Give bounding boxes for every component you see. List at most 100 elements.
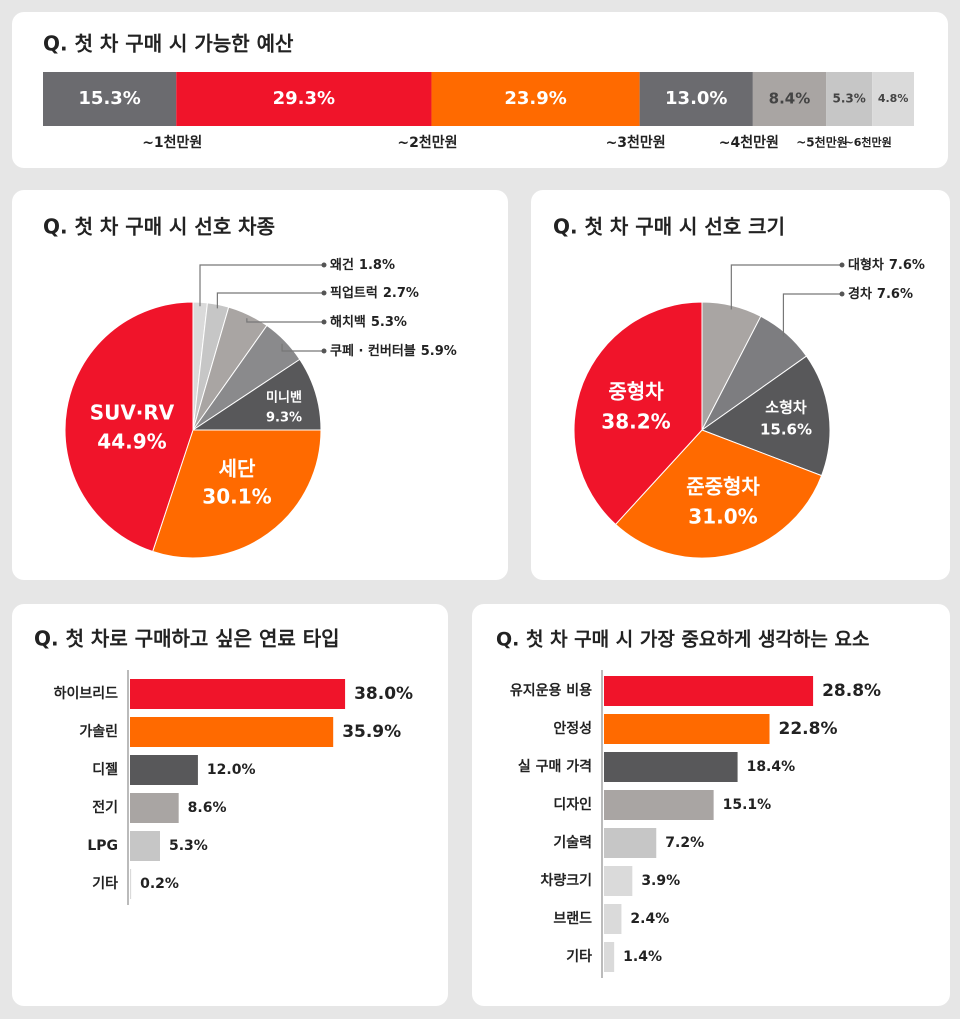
bar-segment (176, 72, 432, 126)
data-label: 13.0% (665, 88, 727, 109)
bar (604, 828, 657, 858)
category-label: 안정성 (553, 720, 592, 737)
slice-label: 대형차 7.6% (848, 257, 925, 273)
slice-label: 쿠페 · 컨버터블 5.9% (330, 343, 457, 359)
category-label: 실 구매 가격 (518, 758, 592, 775)
slice-value: 1.8% (359, 258, 395, 273)
slice-label: 왜건 1.8% (330, 257, 395, 273)
bar (604, 942, 615, 972)
slice-value: 7.6% (889, 258, 925, 273)
bar (604, 714, 770, 744)
category-label: ~3천만원 (606, 135, 666, 151)
chart-title: Q. 첫 차 구매 시 가장 중요하게 생각하는 요소 (496, 629, 869, 651)
category-label: ~6천만원 (845, 135, 892, 149)
data-label: 2.4% (630, 911, 669, 927)
data-label: 4.8% (878, 92, 909, 105)
slice-name: 쿠페 · 컨버터블 (330, 343, 416, 359)
category-label: ~4천만원 (719, 135, 779, 151)
callout-line (199, 264, 324, 307)
slice-name: 중형차 (608, 380, 664, 404)
slice-value: 7.6% (877, 287, 913, 302)
data-label: 29.3% (273, 88, 335, 109)
bar-segment (826, 72, 873, 126)
data-label: 5.3% (832, 92, 865, 106)
slice-value: 15.6% (760, 421, 812, 439)
card (12, 604, 448, 1006)
slice-value: 38.2% (601, 410, 670, 434)
data-label: 7.2% (665, 835, 704, 851)
bar (604, 866, 633, 896)
category-label: 기타 (92, 876, 118, 892)
pie-slice (700, 355, 831, 477)
data-label: 12.0% (207, 762, 256, 778)
bar-segment (43, 72, 177, 126)
slice-name: 경차 (848, 286, 872, 302)
chart-title: Q. 첫 차로 구매하고 싶은 연료 타입 (34, 627, 340, 651)
bar-segment (639, 72, 753, 126)
data-label: 28.8% (822, 681, 881, 701)
data-label: 38.0% (354, 684, 413, 704)
callout-line (782, 293, 842, 337)
bar (130, 869, 132, 899)
pie-slice (64, 301, 194, 553)
data-label: 15.3% (78, 88, 140, 109)
category-label: LPG (87, 838, 118, 854)
chart-title: Q. 첫 차 구매 시 가능한 예산 (43, 32, 294, 56)
pie-slice (152, 429, 322, 559)
category-label: 기술력 (553, 835, 592, 851)
data-label: 8.4% (769, 90, 811, 108)
category-label: ~1천만원 (142, 135, 202, 151)
slice-value: 5.9% (421, 344, 457, 359)
bar (130, 793, 179, 823)
callout-line (730, 264, 842, 310)
category-label: ~2천만원 (397, 135, 457, 151)
slice-value: 31.0% (688, 505, 757, 529)
callout-line (246, 318, 324, 323)
callout-dot (839, 262, 845, 268)
callout-dot (321, 262, 327, 268)
slice-label: 픽업트럭 2.7% (330, 285, 419, 301)
slice-name: 미니밴 (266, 390, 302, 406)
slice-value: 5.3% (371, 315, 407, 330)
bar (604, 904, 622, 934)
data-label: 3.9% (641, 873, 680, 889)
category-label: ~5천만원 (796, 135, 848, 150)
callout-line (216, 292, 324, 309)
slice-name: 픽업트럭 (330, 285, 378, 301)
callout-dot (321, 348, 327, 354)
slice-label: 해치백 5.3% (330, 314, 407, 330)
bar (130, 679, 346, 709)
slice-value: 44.9% (97, 430, 166, 454)
bar (604, 790, 714, 820)
data-label: 35.9% (342, 722, 401, 742)
category-label: 디젤 (92, 762, 118, 778)
callout-line (281, 343, 324, 352)
bar-segment (431, 72, 640, 126)
slice-name: 준중형차 (686, 475, 760, 499)
data-label: 23.9% (504, 88, 566, 109)
data-label: 18.4% (747, 759, 796, 775)
pie-slice (614, 429, 823, 559)
data-label: 0.2% (140, 876, 179, 892)
slice-value: 9.3% (266, 411, 302, 426)
slice-name: SUV·RV (90, 401, 175, 425)
data-label: 8.6% (188, 800, 227, 816)
bar (130, 755, 198, 785)
slice-name: 대형차 (848, 257, 884, 273)
category-label: 브랜드 (553, 910, 592, 927)
slice-label: 경차 7.6% (848, 286, 913, 302)
category-label: 하이브리드 (54, 685, 119, 702)
slice-name: 세단 (219, 457, 256, 481)
category-label: 기타 (566, 949, 592, 965)
data-label: 22.8% (779, 719, 838, 739)
slice-name: 왜건 (330, 257, 354, 273)
callout-dot (839, 291, 845, 297)
slice-value: 30.1% (202, 485, 271, 509)
bar (604, 676, 814, 706)
callout-dot (321, 290, 327, 296)
chart-title: Q. 첫 차 구매 시 선호 차종 (43, 215, 275, 239)
slice-name: 소형차 (765, 399, 807, 417)
chart-title: Q. 첫 차 구매 시 선호 크기 (553, 215, 785, 239)
bar-segment (872, 72, 914, 126)
